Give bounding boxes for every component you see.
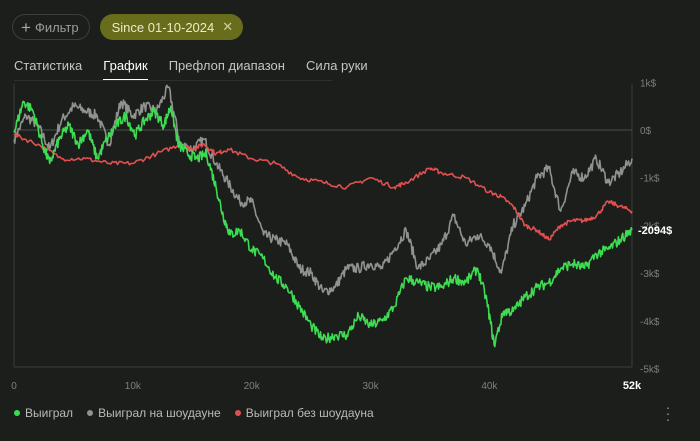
legend-dot-non-showdown [234, 410, 241, 416]
chart-legend: Выиграл Выиграл на шоудауне Выиграл без … [14, 406, 388, 420]
legend-dot-won [14, 410, 20, 416]
series-line-non-showdown [13, 133, 633, 241]
y-tick-label: -5k$ [640, 365, 660, 376]
tab-bar: Статистика График Префлоп диапазон Сила … [14, 58, 389, 81]
legend-label-non-showdown: Выиграл без шоудауна [245, 406, 374, 420]
y-tick-label: -1k$ [640, 174, 660, 185]
series-line-showdown [13, 84, 633, 296]
legend-item-non-showdown[interactable]: Выиграл без шоудауна [234, 406, 374, 420]
legend-item-showdown[interactable]: Выиграл на шоудауне [87, 406, 221, 420]
legend-dot-showdown [87, 410, 94, 416]
x-tick-label: 10k [125, 381, 142, 392]
y-tick-label: 0$ [640, 126, 652, 137]
series-line-won [13, 100, 633, 348]
y-tick-label: -2k$ [640, 221, 660, 232]
tab-hand-strength[interactable]: Сила руки [305, 58, 368, 73]
x-tick-label: 40k [481, 381, 498, 392]
date-filter-chip-label: Since 01-10-2024 [111, 19, 215, 35]
y-tick-label: -4k$ [640, 317, 660, 328]
more-options-icon[interactable]: · · · [665, 399, 671, 427]
tab-statistics[interactable]: Статистика [14, 58, 83, 73]
filter-button[interactable]: + Фильтр [12, 14, 90, 40]
legend-item-won[interactable]: Выиграл [14, 406, 73, 420]
legend-label-won: Выиграл [25, 406, 74, 420]
legend-label-showdown: Выиграл на шоудауне [98, 406, 221, 420]
y-tick-label: 1k$ [640, 78, 657, 89]
tab-preflop-range[interactable]: Префлоп диапазон [168, 58, 285, 73]
tab-divider [14, 80, 332, 81]
x-end-label: 52k [623, 380, 642, 392]
x-tick-label: 30k [362, 381, 379, 392]
filter-button-label: Фильтр [34, 19, 79, 35]
y-tick-label: -3k$ [640, 269, 660, 280]
toolbar: + Фильтр Since 01-10-2024 ✕ [12, 13, 244, 41]
x-tick-label: 20k [244, 381, 261, 392]
date-filter-chip[interactable]: Since 01-10-2024 ✕ [99, 14, 244, 40]
x-tick-label: 0 [11, 381, 17, 392]
profit-chart: 1k$ 0$ -1k$ -2k$ -3k$ -4k$ -5k$ -2094$ 0 10k 20k 30… [11, 78, 672, 392]
current-value-label: -2094$ [638, 225, 672, 237]
plus-icon: + [21, 17, 31, 37]
close-icon[interactable]: ✕ [222, 19, 234, 34]
